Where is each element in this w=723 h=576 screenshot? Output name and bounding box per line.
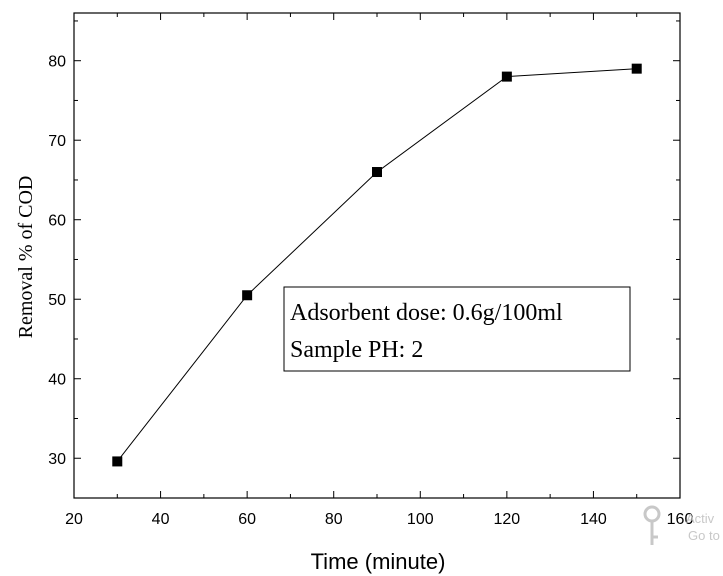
annotation-line-1: Adsorbent dose: 0.6g/100ml: [290, 300, 563, 326]
watermark-line-2: Go to: [688, 528, 720, 543]
watermark-line-1: Activ: [686, 511, 715, 526]
plot-frame: [73, 12, 681, 499]
y-tick-label: 50: [48, 292, 66, 309]
series-line: [116, 68, 637, 462]
data-point: [112, 456, 123, 467]
x-tick-label: 100: [407, 511, 434, 528]
annotation-line-2: Sample PH: 2: [290, 337, 423, 363]
data-point: [501, 71, 512, 82]
x-tick-label: 160: [667, 511, 694, 528]
annotation-box: Adsorbent dose: 0.6g/100ml Sample PH: 2: [283, 286, 631, 372]
x-axis-title: Time (minute): [311, 549, 446, 574]
watermark: Activ Go to: [643, 505, 720, 545]
series: [112, 63, 642, 467]
y-tick-label: 70: [48, 133, 66, 150]
x-tick-label: 60: [238, 511, 256, 528]
y-axis-title: Removal % of COD: [15, 176, 37, 339]
y-tick-label: 60: [48, 213, 66, 230]
x-tick-label: 120: [494, 511, 521, 528]
x-tick-label: 20: [65, 511, 83, 528]
data-point: [242, 290, 253, 301]
y-tick-label: 80: [48, 54, 66, 71]
x-tick-label: 80: [325, 511, 343, 528]
y-tick-label: 40: [48, 372, 66, 389]
y-tick-label: 30: [48, 451, 66, 468]
annotation-frame: [283, 286, 631, 372]
x-tick-label: 140: [580, 511, 607, 528]
x-tick-label: 40: [152, 511, 170, 528]
data-point: [372, 167, 382, 178]
axes: 20 40 60 80 100 120 140 160 30 40 50 60 70 80: [48, 12, 694, 528]
data-point: [631, 63, 642, 74]
key-icon: [643, 505, 661, 545]
